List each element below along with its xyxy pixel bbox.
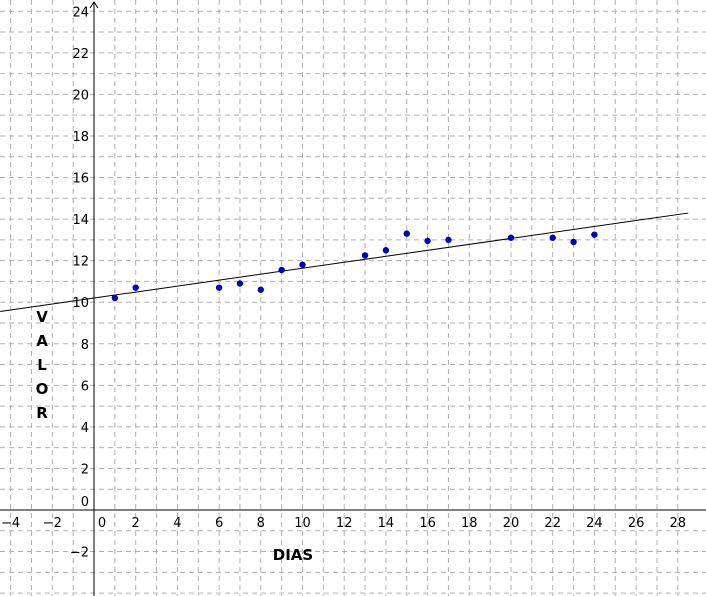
data-point bbox=[236, 280, 244, 287]
data-point bbox=[507, 234, 515, 241]
data-point bbox=[424, 237, 431, 245]
y-axis-title-letter: L bbox=[37, 356, 47, 374]
x-axis-title: DIAS bbox=[273, 546, 313, 564]
data-point bbox=[215, 284, 223, 291]
data-point bbox=[257, 286, 264, 293]
y-tick-label: −2 bbox=[70, 546, 89, 561]
data-point bbox=[403, 230, 410, 237]
x-tick-label: 4 bbox=[173, 516, 181, 531]
y-tick-label: 24 bbox=[72, 5, 89, 20]
data-point bbox=[570, 238, 577, 246]
y-tick-label: 20 bbox=[72, 88, 89, 103]
data-points bbox=[111, 230, 598, 302]
x-tick-label: 8 bbox=[257, 516, 265, 531]
x-tick-label: 20 bbox=[503, 516, 520, 531]
y-axis-title-letter: R bbox=[36, 404, 48, 422]
x-tick-label: 22 bbox=[544, 516, 561, 531]
data-point bbox=[549, 234, 556, 241]
y-axis-title-letter: V bbox=[36, 308, 48, 326]
x-tick-label: 14 bbox=[378, 516, 395, 531]
data-point bbox=[111, 294, 119, 302]
data-point bbox=[132, 284, 139, 291]
data-point bbox=[278, 266, 285, 274]
y-tick-label: 22 bbox=[72, 47, 89, 62]
x-tick-label: 2 bbox=[132, 516, 140, 531]
x-tick-label: 0 bbox=[98, 516, 106, 531]
x-tick-label: 16 bbox=[419, 516, 436, 531]
y-tick-label: 8 bbox=[81, 338, 89, 353]
x-tick-label: 10 bbox=[294, 516, 311, 531]
y-tick-label: 4 bbox=[81, 421, 89, 436]
y-axis-title-letter: O bbox=[36, 380, 49, 398]
x-tick-label: 26 bbox=[628, 516, 645, 531]
y-tick-label: 6 bbox=[81, 379, 89, 394]
y-tick-label: 14 bbox=[72, 213, 89, 228]
x-tick-label: 18 bbox=[461, 516, 478, 531]
data-point bbox=[591, 231, 598, 238]
data-point bbox=[445, 236, 452, 244]
tick-labels: −4 −2 0 2 4 6 8 10 12 14 16 18 20 22 24 26 28−2024681012… bbox=[1, 5, 686, 560]
data-point bbox=[382, 247, 390, 254]
x-tick-label: 24 bbox=[586, 516, 603, 531]
x-tick-label: −2 bbox=[43, 516, 62, 531]
y-axis-arrow bbox=[89, 1, 99, 9]
x-tick-label: 6 bbox=[215, 516, 223, 531]
data-point bbox=[361, 252, 369, 259]
x-tick-label: 28 bbox=[670, 516, 687, 531]
y-tick-label: 10 bbox=[72, 296, 89, 311]
y-tick-label: 18 bbox=[72, 130, 89, 145]
y-tick-label: 2 bbox=[81, 462, 89, 477]
y-tick-label: 12 bbox=[72, 255, 89, 270]
y-tick-label: 16 bbox=[72, 172, 89, 187]
data-point bbox=[299, 261, 306, 268]
x-tick-label: 12 bbox=[336, 516, 353, 531]
y-axis-title-letter: A bbox=[36, 332, 48, 350]
y-tick-label: 0 bbox=[81, 495, 89, 510]
x-tick-label: −4 bbox=[1, 516, 20, 531]
